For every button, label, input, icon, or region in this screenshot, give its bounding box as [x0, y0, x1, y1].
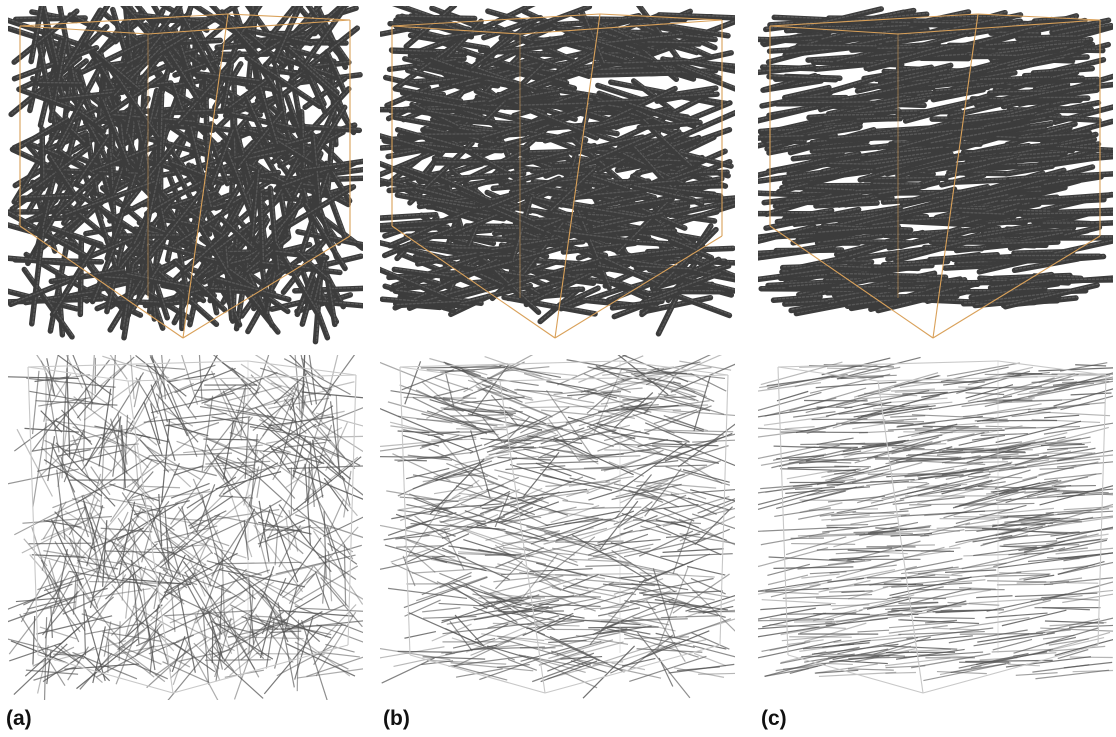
cube-frame-c-top: [769, 13, 1101, 339]
panel-c-volume-render: [758, 6, 1113, 346]
panel-label-b: (b): [383, 707, 410, 730]
fiber-skeleton-lines-c: [758, 356, 1113, 682]
fiber-volume-b: [380, 6, 735, 339]
fiber-skeleton-lines-b: [380, 355, 735, 699]
cube-frame-b-top: [391, 13, 723, 339]
fiber-skeleton-lines-a: [8, 355, 363, 700]
panel-a-skeleton: [8, 355, 363, 700]
panel-label-a: (a): [6, 707, 32, 730]
fiber-volume-a: [8, 6, 363, 345]
panel-label-c: (c): [761, 707, 787, 730]
fiber-volume-c: [758, 6, 1113, 339]
panel-b-volume-render: [380, 6, 735, 346]
panel-c-skeleton: [758, 355, 1113, 700]
fiber-skeleton-c: [758, 356, 1113, 694]
panel-a-volume-render: [8, 6, 363, 346]
cube-frame-a-bottom: [27, 360, 357, 694]
fiber-bundle-c: [758, 6, 1113, 317]
fiber-bundle-a: [8, 6, 363, 345]
fiber-skeleton-b: [380, 355, 735, 699]
fiber-bundle-b: [380, 6, 735, 337]
cube-frame-a-top: [19, 13, 351, 339]
cube-frame-c-bottom: [777, 360, 1107, 694]
fiber-skeleton-a: [8, 355, 363, 700]
panel-b-skeleton: [380, 355, 735, 700]
cube-frame-b-bottom: [399, 360, 729, 694]
